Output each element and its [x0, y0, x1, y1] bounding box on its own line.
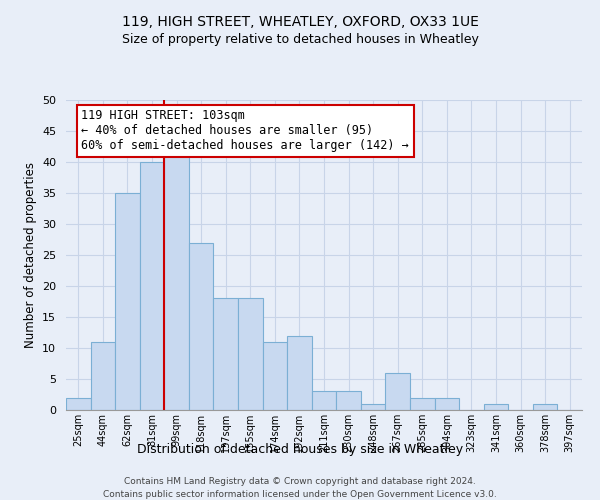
Bar	[238, 298, 263, 410]
Text: Contains HM Land Registry data © Crown copyright and database right 2024.: Contains HM Land Registry data © Crown c…	[124, 478, 476, 486]
Bar	[189, 242, 214, 410]
Bar	[361, 404, 385, 410]
Bar	[140, 162, 164, 410]
Bar	[336, 392, 361, 410]
Text: Contains public sector information licensed under the Open Government Licence v3: Contains public sector information licen…	[103, 490, 497, 499]
Bar	[312, 392, 336, 410]
Bar	[66, 398, 91, 410]
Bar	[484, 404, 508, 410]
Text: 119 HIGH STREET: 103sqm
← 40% of detached houses are smaller (95)
60% of semi-de: 119 HIGH STREET: 103sqm ← 40% of detache…	[82, 110, 409, 152]
Bar	[91, 342, 115, 410]
Bar	[164, 150, 189, 410]
Bar	[533, 404, 557, 410]
Bar	[263, 342, 287, 410]
Bar	[434, 398, 459, 410]
Bar	[385, 373, 410, 410]
Bar	[410, 398, 434, 410]
Y-axis label: Number of detached properties: Number of detached properties	[23, 162, 37, 348]
Bar	[214, 298, 238, 410]
Text: Size of property relative to detached houses in Wheatley: Size of property relative to detached ho…	[122, 32, 478, 46]
Bar	[115, 193, 140, 410]
Text: Distribution of detached houses by size in Wheatley: Distribution of detached houses by size …	[137, 442, 463, 456]
Text: 119, HIGH STREET, WHEATLEY, OXFORD, OX33 1UE: 119, HIGH STREET, WHEATLEY, OXFORD, OX33…	[122, 15, 478, 29]
Bar	[287, 336, 312, 410]
